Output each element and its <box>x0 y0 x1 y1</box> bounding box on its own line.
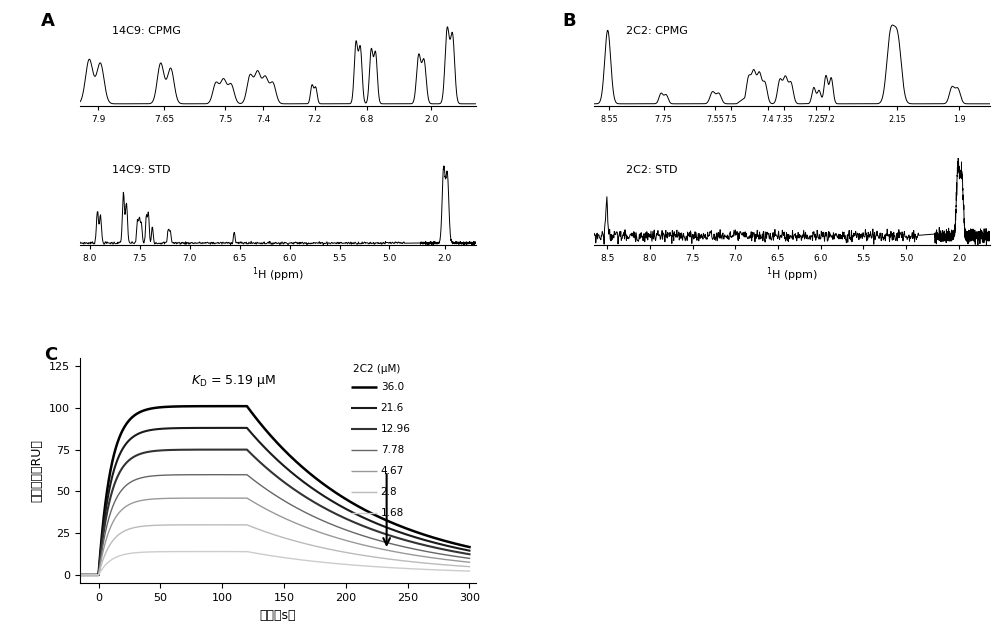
Text: 2C2: CPMG: 2C2: CPMG <box>626 26 688 36</box>
Text: A: A <box>40 12 54 30</box>
Text: 1.68: 1.68 <box>381 508 404 518</box>
X-axis label: $^{1}$H (ppm): $^{1}$H (ppm) <box>252 265 304 284</box>
Text: C: C <box>44 346 58 364</box>
Y-axis label: 响应单位（RU）: 响应单位（RU） <box>31 439 44 502</box>
Text: 36.0: 36.0 <box>381 382 404 392</box>
Text: 7.78: 7.78 <box>381 445 404 455</box>
Text: 4.67: 4.67 <box>381 466 404 476</box>
Text: 14C9: CPMG: 14C9: CPMG <box>112 26 181 36</box>
Text: $K_\mathrm{D}$ = 5.19 μM: $K_\mathrm{D}$ = 5.19 μM <box>191 374 276 390</box>
Text: 2C2 (μM): 2C2 (μM) <box>353 365 400 374</box>
Text: 12.96: 12.96 <box>381 424 411 434</box>
Text: 21.6: 21.6 <box>381 403 404 413</box>
X-axis label: 时间（s）: 时间（s） <box>260 608 296 622</box>
Text: 14C9: STD: 14C9: STD <box>112 165 170 175</box>
Text: 2.8: 2.8 <box>381 487 397 497</box>
Text: 2C2: STD: 2C2: STD <box>626 165 678 175</box>
Text: B: B <box>563 12 576 30</box>
X-axis label: $^{1}$H (ppm): $^{1}$H (ppm) <box>766 265 818 284</box>
